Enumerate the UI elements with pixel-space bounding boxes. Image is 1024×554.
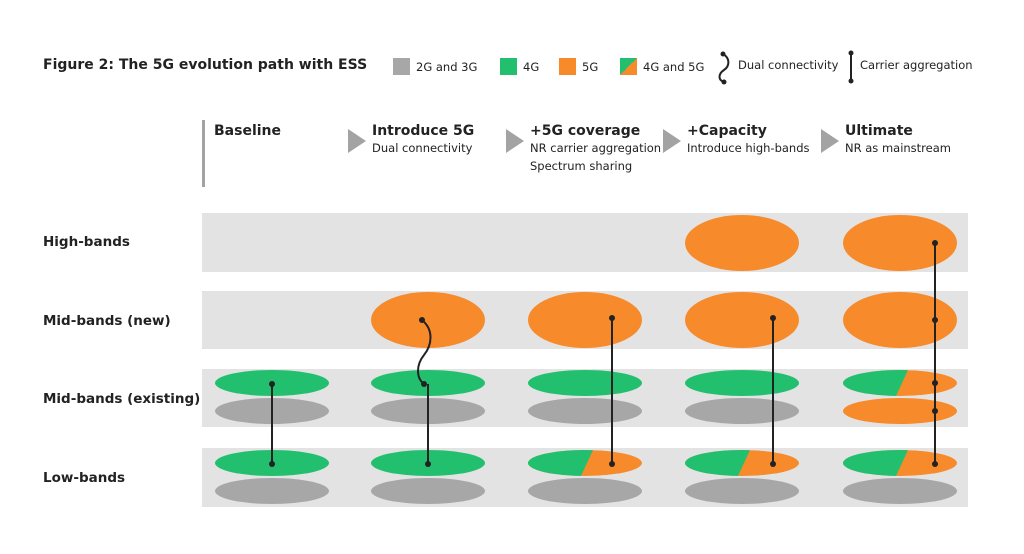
low-band-ellipse-bottom: [685, 478, 799, 504]
swatch-4g: [500, 58, 517, 75]
connector-dot: [421, 381, 427, 387]
stage-header: +5G coverage NR carrier aggregation Spectr…: [530, 123, 661, 175]
stage-arrow-icon: [663, 129, 681, 153]
connector-dot: [419, 317, 425, 323]
legend-carrier-aggregation: Carrier aggregation: [860, 58, 973, 72]
low-band-ellipse-bottom: [215, 478, 329, 504]
low-band-ellipse-bottom: [528, 478, 642, 504]
stage-subtitle: NR as mainstream: [845, 141, 951, 155]
mid-existing-ellipse-top: [371, 370, 485, 396]
stage-title: Introduce 5G: [372, 123, 475, 139]
dual-connectivity-icon: [718, 53, 730, 83]
stage-arrow-icon: [506, 129, 524, 153]
stage-header: +Capacity Introduce high-bands: [687, 123, 810, 157]
legend-dual-connectivity: Dual connectivity: [738, 58, 838, 72]
stage-subtitle: Dual connectivity: [372, 141, 473, 155]
stage-title: +Capacity: [687, 123, 767, 139]
mid-new-band-ellipse: [843, 292, 957, 348]
dual-connectivity-line: [417, 319, 432, 385]
connector-dot: [770, 461, 776, 467]
mid-existing-ellipse-bottom: [685, 398, 799, 424]
legend-4g5g: 4G and 5G: [620, 58, 704, 75]
mid-new-band-ellipse: [528, 292, 642, 348]
ellipse-4g-part: [843, 450, 908, 476]
mid-new-band-ellipse: [685, 292, 799, 348]
dual-connectivity-icon-dot: [721, 79, 727, 85]
mid-existing-ellipse-top: [528, 370, 642, 396]
carrier-aggregation-icon-dot: [848, 50, 854, 56]
connector-dot: [609, 315, 615, 321]
stage-header: Introduce 5G Dual connectivity: [372, 123, 474, 157]
swatch-4g5g: [620, 58, 637, 75]
mid-existing-ellipse-bottom: [528, 398, 642, 424]
stage-title: Ultimate: [845, 123, 913, 139]
ellipse-4g-part: [843, 370, 908, 396]
legend-2g3g: 2G and 3G: [393, 58, 477, 75]
row-label-mid-new: Mid-bands (new): [43, 313, 171, 329]
swatch-5g: [559, 58, 576, 75]
legend-label: 4G: [523, 59, 540, 74]
header-divider: [202, 120, 205, 187]
connector-dot: [932, 317, 938, 323]
stage-subtitle: NR carrier aggregation: [530, 141, 662, 155]
legend-label: 4G and 5G: [643, 59, 705, 74]
row-label-mid-existing: Mid-bands (existing): [43, 391, 201, 407]
connector-dot: [770, 315, 776, 321]
row-label-high: High-bands: [43, 234, 130, 250]
swatch-2g3g: [393, 58, 410, 75]
stage-header: Ultimate NR as mainstream: [845, 123, 951, 157]
connector-dot: [425, 461, 431, 467]
legend-4g: 4G: [500, 58, 539, 75]
ellipse-4g-part: [528, 450, 593, 476]
legend-label: 5G: [582, 59, 599, 74]
mid-existing-ellipse-bottom: [843, 398, 957, 424]
stage-title: +5G coverage: [530, 123, 641, 139]
figure-title: Figure 2: The 5G evolution path with ESS: [43, 57, 368, 73]
connector-dot: [932, 408, 938, 414]
high-band-row: [202, 213, 968, 272]
stage-arrow-icon: [821, 129, 839, 153]
stage-header: Baseline: [214, 123, 281, 139]
low-band-ellipse-bottom: [371, 478, 485, 504]
connector-dot: [932, 240, 938, 246]
legend-5g: 5G: [559, 58, 598, 75]
connector-dot: [269, 381, 275, 387]
dual-connectivity-icon-dot: [720, 51, 726, 57]
row-label-low: Low-bands: [43, 470, 126, 486]
stage-arrow-icon: [348, 129, 366, 153]
legend-label: Dual connectivity: [738, 58, 839, 72]
legend-label: Carrier aggregation: [860, 58, 973, 72]
stage-title: Baseline: [214, 123, 282, 139]
low-band-ellipse-bottom: [843, 478, 957, 504]
mid-existing-ellipse-top: [843, 370, 957, 396]
connector-dot: [932, 461, 938, 467]
legend-label: 2G and 3G: [416, 59, 478, 74]
stage-subtitle: Spectrum sharing: [530, 159, 633, 173]
stage-subtitle: Introduce high-bands: [687, 141, 810, 155]
mid-new-band-ellipse: [371, 292, 485, 348]
ellipse-4g-part: [685, 450, 750, 476]
connector-dot: [269, 461, 275, 467]
mid-existing-ellipse-top: [685, 370, 799, 396]
low-band-ellipse-top: [685, 450, 799, 476]
connector-dot: [609, 461, 615, 467]
low-band-ellipse-top: [843, 450, 957, 476]
high-band-ellipse: [843, 215, 957, 271]
high-band-ellipse: [685, 215, 799, 271]
low-band-ellipse-top: [528, 450, 642, 476]
carrier-aggregation-icon-dot: [848, 78, 854, 84]
connector-dot: [932, 380, 938, 386]
